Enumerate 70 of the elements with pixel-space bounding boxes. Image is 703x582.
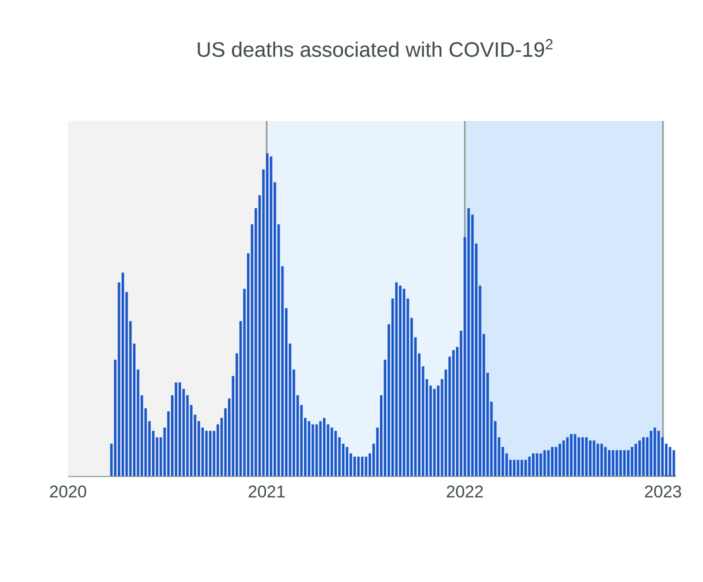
bar (630, 446, 634, 476)
bar (402, 288, 406, 476)
bar (604, 446, 607, 476)
bar (578, 437, 580, 476)
bar (657, 430, 660, 476)
bar (616, 450, 618, 476)
x-tick-label: 2020 (50, 486, 86, 498)
bar (574, 434, 576, 476)
x-tick-label: 2022 (446, 486, 483, 498)
bar (308, 421, 310, 476)
bar (398, 286, 402, 476)
bar (315, 424, 318, 476)
bar (528, 456, 531, 476)
bar (634, 444, 638, 476)
bar (357, 456, 360, 476)
bar (322, 418, 326, 476)
bar (608, 450, 610, 476)
bar (558, 444, 562, 476)
bar (433, 388, 436, 476)
x-tick-label: 2023 (645, 486, 682, 498)
bar (623, 450, 626, 476)
x-tick-label: 2021 (248, 486, 285, 498)
bar (654, 428, 656, 476)
bar (638, 440, 641, 476)
bar (452, 350, 455, 476)
bar (532, 453, 534, 476)
bar (536, 453, 538, 476)
bar (585, 437, 588, 476)
bar (650, 430, 652, 476)
bar (596, 444, 600, 476)
bar (467, 208, 470, 476)
bar (668, 446, 672, 476)
bar (516, 460, 520, 476)
bar (524, 460, 527, 476)
bar (612, 450, 614, 476)
bar (642, 437, 645, 476)
bar (550, 446, 554, 476)
bar (178, 382, 182, 476)
bar (592, 440, 596, 476)
bar (346, 446, 348, 476)
bar (334, 430, 337, 476)
bar (270, 156, 272, 476)
bar (600, 444, 603, 476)
bar (588, 440, 592, 476)
bar (266, 153, 268, 476)
bar (540, 453, 542, 476)
bar (619, 450, 622, 476)
bar (547, 450, 550, 476)
bar (543, 450, 546, 476)
bar (570, 434, 572, 476)
bar (312, 424, 314, 476)
bar (353, 456, 356, 476)
bar (581, 437, 584, 476)
bar (672, 450, 676, 476)
bar (395, 282, 398, 476)
bar (319, 421, 322, 476)
chart-title: US deaths associated with COVID-19$^{2}$ (198, 39, 553, 57)
bar (122, 272, 124, 476)
bar (364, 456, 368, 476)
bar (330, 428, 334, 476)
bar (554, 446, 558, 476)
bar (562, 440, 565, 476)
bar (208, 430, 212, 476)
bar (520, 460, 524, 476)
bar (205, 430, 208, 476)
bar (566, 437, 569, 476)
bar (626, 450, 630, 476)
bar (360, 456, 364, 476)
bar (174, 382, 178, 476)
bar (512, 460, 516, 476)
